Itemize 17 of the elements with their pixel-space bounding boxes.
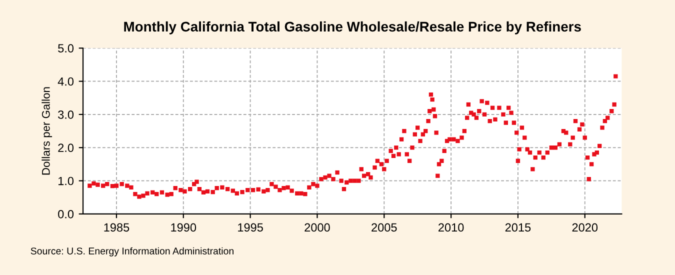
- x-tick-label: 1985: [104, 223, 130, 232]
- y-tick-label: 0.0: [58, 210, 74, 218]
- y-axis-title: Dollars per Gallon: [42, 87, 52, 175]
- x-tick-label: 2015: [505, 223, 531, 232]
- y-tick-label: 2.0: [58, 144, 74, 152]
- y-tick-label: 4.0: [58, 77, 74, 86]
- y-tick-label: 1.0: [58, 176, 74, 186]
- x-tick-label: 1990: [171, 223, 196, 232]
- x-tick-label: 2020: [572, 223, 598, 232]
- source-note: Source: U.S. Energy Information Administration: [30, 247, 234, 256]
- chart-title: Monthly California Total Gasoline Wholesale/Resale Price by Refiners: [124, 21, 581, 34]
- y-tick-label: 5.0: [58, 44, 74, 53]
- x-tick-label: 2010: [438, 223, 464, 232]
- y-tick-label: 3.0: [58, 110, 74, 119]
- x-tick-label: 1995: [238, 223, 263, 232]
- x-tick-label: 2005: [372, 223, 397, 232]
- x-tick-label: 2000: [304, 223, 330, 232]
